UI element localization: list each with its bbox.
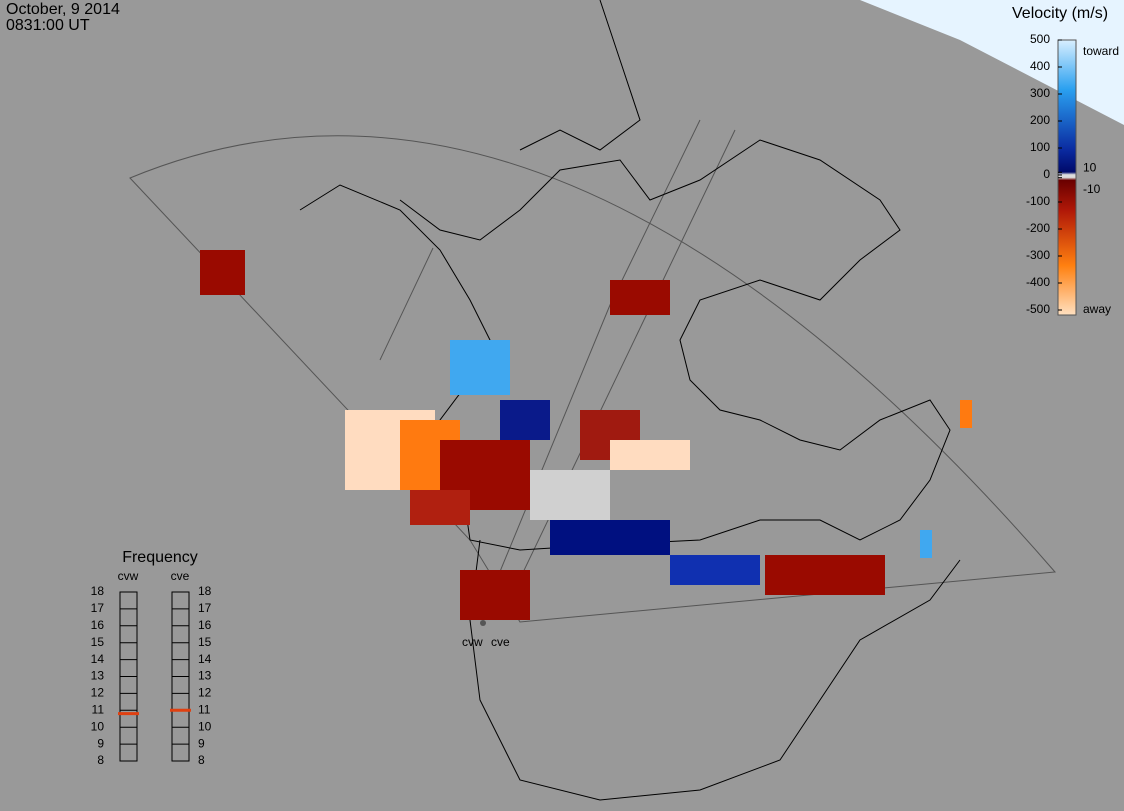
echo: [670, 555, 760, 585]
colorbar-tick-label: 400: [1030, 59, 1050, 73]
colorbar-tick-label: 300: [1030, 86, 1050, 100]
echo: [200, 250, 245, 295]
echo: [765, 555, 885, 595]
frequency-tick-label: 12: [198, 686, 212, 700]
echo: [610, 280, 670, 315]
frequency-tick-label: 10: [91, 719, 105, 733]
colorbar-tick-label: -300: [1026, 248, 1050, 262]
time: 0831:00 UT: [6, 17, 90, 34]
echo: [460, 570, 530, 620]
colorbar-tick-label: -100: [1026, 194, 1050, 208]
frequency-tick-label: 15: [91, 635, 105, 649]
frequency-tick-label: 18: [91, 584, 105, 598]
frequency-title: Frequency: [122, 549, 198, 566]
frequency-tick-label: 14: [198, 652, 212, 666]
radar-fan: [129, 135, 1057, 623]
echo: [530, 470, 610, 520]
echo: [960, 400, 972, 428]
colorbar-end-label: away: [1083, 302, 1111, 316]
colorbar-tick-label: 500: [1030, 32, 1050, 46]
frequency-tick-label: 11: [198, 702, 211, 716]
frequency-radar-label: cvw: [118, 569, 139, 583]
site-label: cvw: [462, 635, 483, 649]
colorbar-tick-label: 100: [1030, 140, 1050, 154]
frequency-radar-label: cve: [171, 569, 190, 583]
echo: [410, 490, 470, 525]
colorbar-end-label: toward: [1083, 44, 1119, 58]
frequency-tick-label: 13: [91, 669, 105, 683]
frequency-tick-label: 17: [198, 601, 212, 615]
radar-echoes: [200, 250, 972, 620]
frequency-tick-label: 12: [91, 686, 105, 700]
colorbar-tick-label: -10: [1083, 182, 1101, 196]
frequency-tick-label: 13: [198, 669, 212, 683]
frequency-tick-label: 17: [91, 601, 105, 615]
frequency-tick-label: 14: [91, 652, 105, 666]
frequency-tick-label: 11: [92, 702, 105, 716]
colorbar-tick-label: -200: [1026, 221, 1050, 235]
echo: [500, 400, 550, 440]
echo: [610, 440, 690, 470]
frequency-tick-label: 15: [198, 635, 212, 649]
site-label: cve: [491, 635, 510, 649]
colorbar-tick-label: 200: [1030, 113, 1050, 127]
colorbar-tick-label: -500: [1026, 302, 1050, 316]
radar-site: [480, 620, 486, 626]
date: October, 9 2014: [6, 1, 120, 18]
echo: [450, 340, 510, 395]
frequency-tick-label: 8: [198, 753, 205, 767]
frequency-tick-label: 18: [198, 584, 212, 598]
coastline: [299, 0, 961, 801]
frequency-tick-label: 9: [198, 736, 205, 750]
colorbar-title: Velocity (m/s): [1012, 5, 1108, 22]
frequency-tick-label: 16: [91, 618, 105, 632]
colorbar-tick-label: -400: [1026, 275, 1050, 289]
echo: [550, 520, 670, 555]
frequency-tick-label: 8: [97, 753, 104, 767]
frequency-tick-label: 16: [198, 618, 212, 632]
frequency-tick-label: 9: [97, 736, 104, 750]
frequency-tick-label: 10: [198, 719, 212, 733]
colorbar-tick-label: 10: [1083, 160, 1097, 174]
sunlit-region: [860, 0, 1124, 125]
colorbar-tick-label: 0: [1043, 167, 1050, 181]
echo: [920, 530, 932, 558]
